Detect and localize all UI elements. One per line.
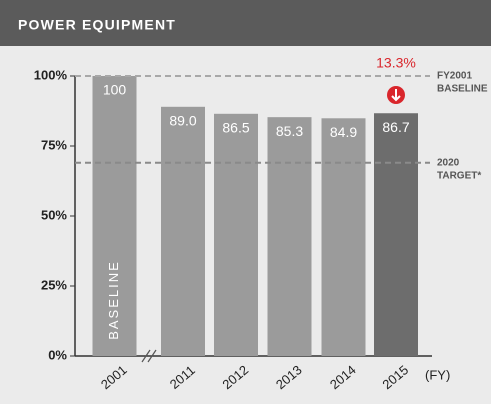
bar	[374, 113, 418, 357]
header-bar	[0, 0, 491, 46]
value-label: 85.3	[276, 123, 303, 139]
bar	[161, 106, 205, 356]
value-label: 84.9	[330, 124, 357, 140]
axis-break	[141, 349, 151, 363]
change-annotation: 13.3%	[376, 55, 416, 71]
value-label: 86.5	[222, 120, 249, 136]
value-label: 100	[103, 82, 127, 98]
reference-label: FY2001	[437, 71, 472, 82]
bar	[214, 113, 258, 356]
bar-annotation: BASELINE	[106, 260, 121, 340]
bar	[267, 117, 312, 356]
y-tick-label: 100%	[34, 67, 68, 82]
y-tick-label: 0%	[48, 347, 67, 362]
value-label: 86.7	[382, 119, 409, 135]
value-label: 89.0	[169, 113, 196, 129]
down-arrow-icon	[391, 89, 401, 102]
reference-label: BASELINE	[437, 84, 488, 95]
bar	[92, 76, 137, 356]
axis-break	[147, 349, 157, 363]
y-tick-label: 25%	[41, 277, 67, 292]
reference-label: TARGET*	[437, 170, 481, 181]
reference-label: 2020	[437, 157, 460, 168]
bar	[321, 118, 366, 356]
chart-title: POWER EQUIPMENT	[18, 17, 176, 33]
y-tick-label: 50%	[41, 207, 67, 222]
x-axis-label: (FY)	[425, 367, 450, 382]
y-tick-label: 75%	[41, 137, 67, 152]
